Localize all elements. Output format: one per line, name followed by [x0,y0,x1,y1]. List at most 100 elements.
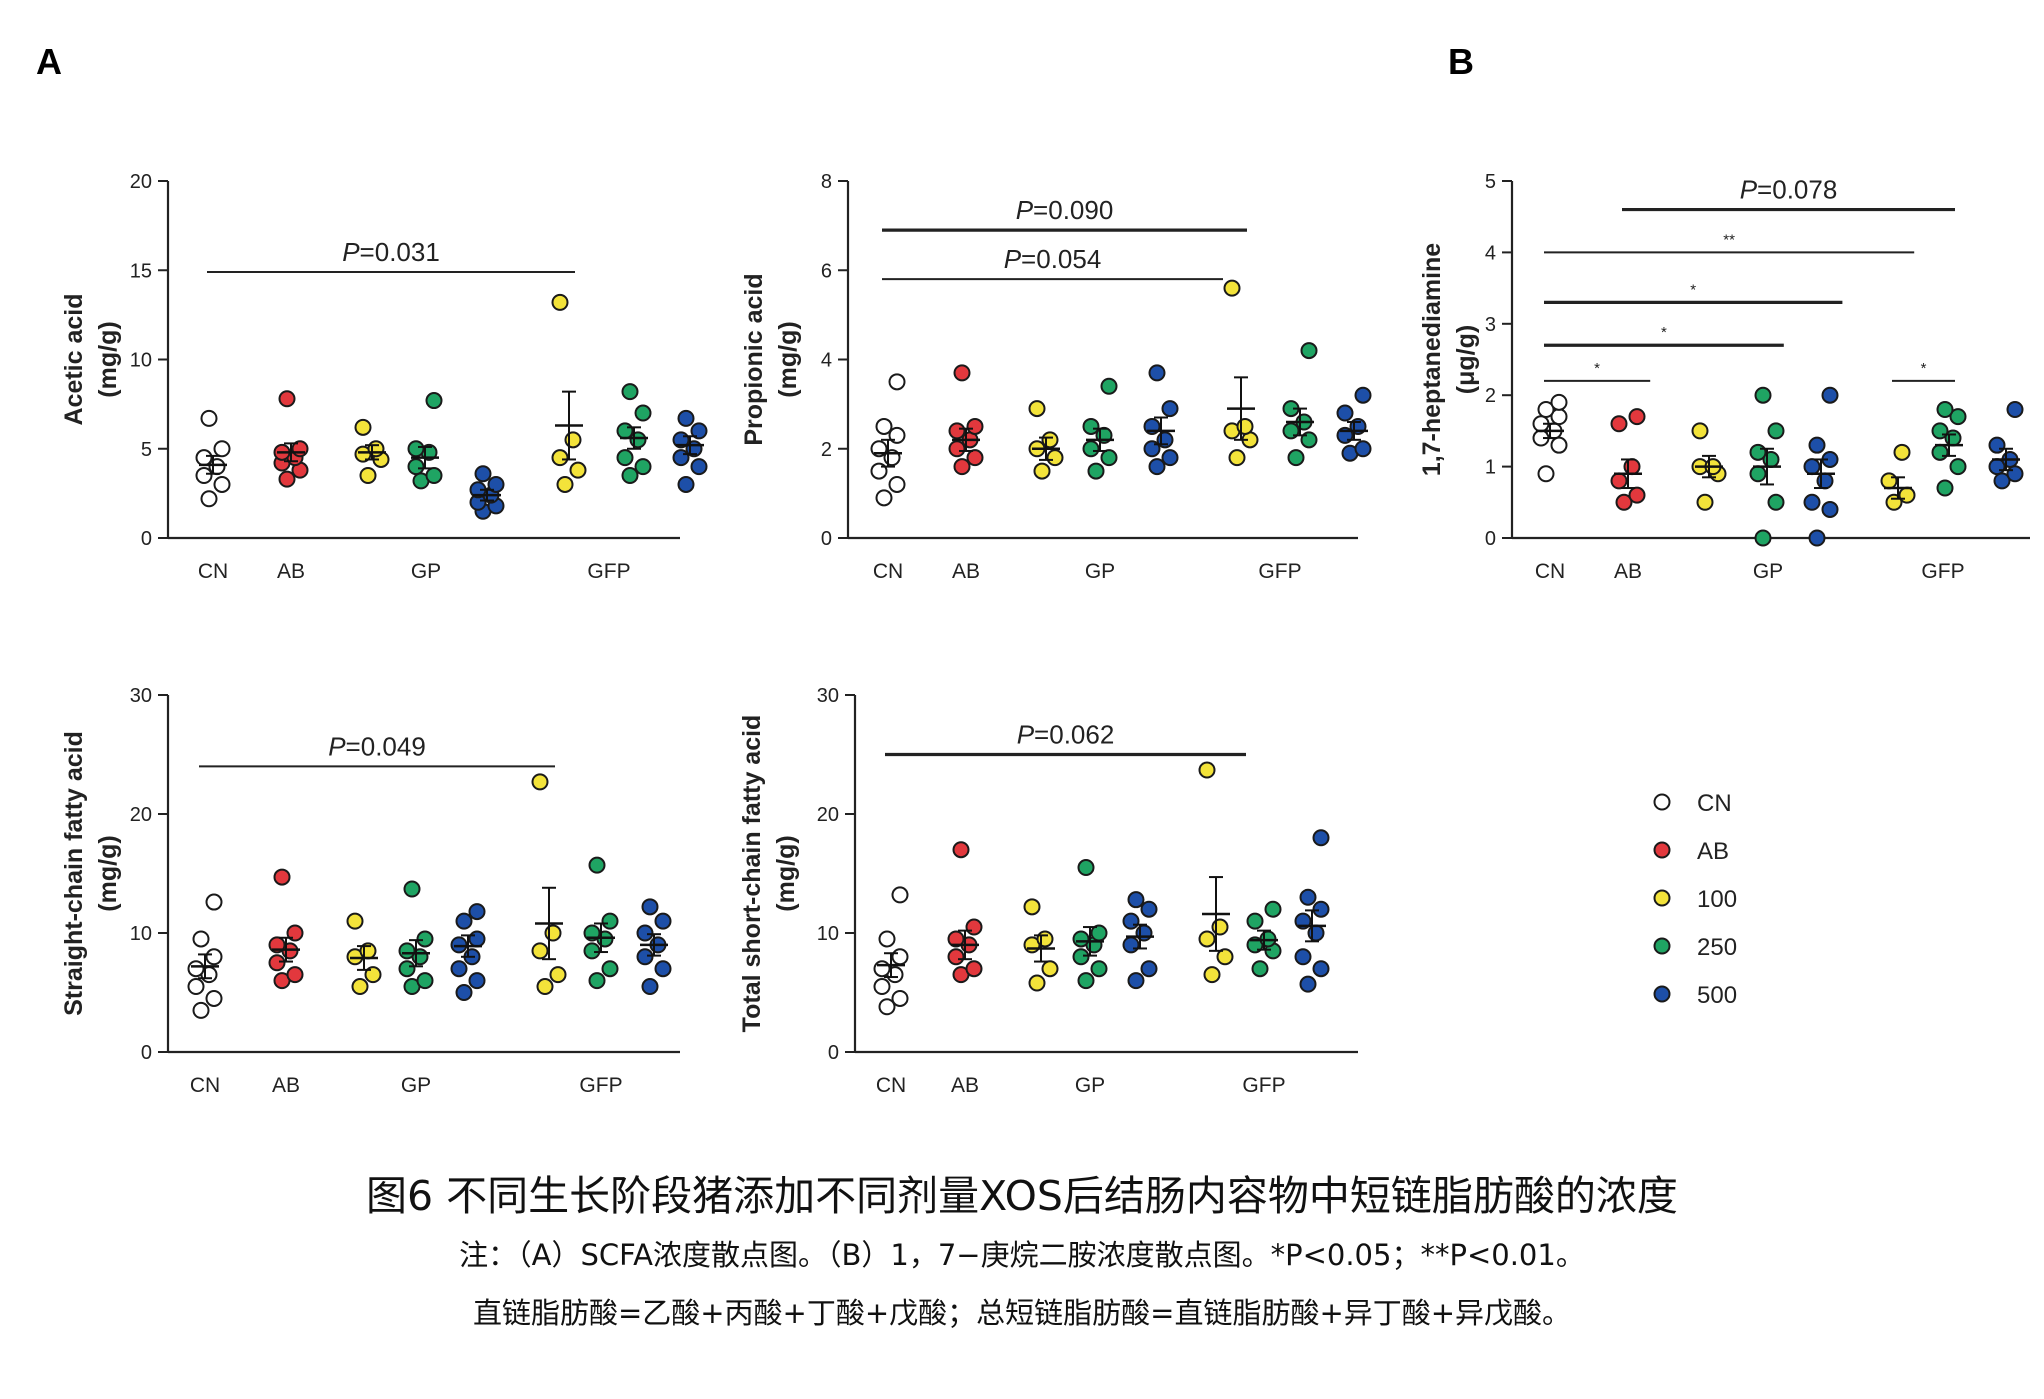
data-point [200,490,218,508]
data-point [551,293,569,311]
data-point [364,966,382,984]
data-point [621,383,639,401]
group-500 [469,465,505,520]
y-axis-label: 1,7-heptanediamine (μg/g) [1418,243,1480,476]
data-point [1300,342,1318,360]
data-point [878,930,896,948]
data-point [654,960,672,978]
category-label: CN [876,1074,906,1097]
data-point [1354,386,1372,404]
data-point [398,960,416,978]
legend-item-250: 250 [1653,934,1737,961]
group-500 [1803,386,1839,547]
group-500 [450,903,486,1001]
legend-marker [1653,937,1671,955]
data-point [1294,948,1312,966]
data-point [1610,415,1628,433]
legend-label: 250 [1697,934,1737,961]
group-250 [407,392,443,490]
category-label: CN [190,1074,220,1097]
y-axis-label-line: (mg/g) [94,835,122,911]
data-point [953,364,971,382]
category-label: GP [1085,560,1115,583]
group-250 [616,383,652,485]
data-point [966,449,984,467]
data-point [1100,377,1118,395]
data-point [878,998,896,1016]
data-point [1223,279,1241,297]
group-100 [1880,443,1916,511]
data-point [583,942,601,960]
y-tick-label: 2 [821,439,832,461]
data-point [407,440,425,458]
data-point [1228,449,1246,467]
y-tick-label: 20 [130,171,152,193]
data-point [891,948,909,966]
data-point [1077,859,1095,877]
data-point [354,418,372,436]
data-point [891,886,909,904]
significance-label: P=0.078 [1740,175,1838,205]
data-point [888,373,906,391]
chart-5: 0 10 20 30 Total short-chain fatty acid (mg/g… [738,685,1358,1097]
y-axis-label-line: Straight-chain fatty acid [60,731,88,1016]
y-tick-label: 5 [1485,171,1496,193]
data-point [192,930,210,948]
data-point [947,948,965,966]
group-250 [1246,900,1282,978]
data-point [468,972,486,990]
group-500 [1294,829,1330,993]
category-label: AB [1614,560,1642,583]
data-point [1808,436,1826,454]
data-point [641,898,659,916]
data-point [1127,972,1145,990]
data-point [1082,417,1100,435]
group-AB [273,390,309,488]
y-tick-label: 1 [1485,457,1496,479]
y-tick-label: 10 [817,923,839,945]
data-point [1936,400,1954,418]
data-point [450,960,468,978]
chart-1: 0 5 10 15 20 Acetic acid (mg/g) CN AB GP GFP P=0.03… [60,171,708,583]
data-point [1307,924,1325,942]
group-500 [1143,364,1179,476]
category-label: GFP [587,560,630,583]
data-point [873,978,891,996]
data-point [1550,393,1568,411]
data-point [425,467,443,485]
category-label: AB [952,560,980,583]
group-500 [1122,891,1158,990]
category-label: GFP [1921,560,1964,583]
data-point [588,856,606,874]
data-point [195,467,213,485]
data-point [1203,966,1221,984]
data-point [1354,440,1372,458]
panel-label-b: B [1448,41,1474,82]
group-100 [1223,279,1259,467]
data-point [351,978,369,996]
data-point [455,984,473,1001]
figure-caption-note-1: 注：（A）SCFA浓度散点图。（B）1，7−庚烷二胺浓度散点图。*P<0.05；… [459,1238,1585,1272]
category-label: GP [1753,560,1783,583]
data-point [278,390,296,408]
data-point [278,470,296,488]
data-point [1949,408,1967,426]
data-point [1767,422,1785,440]
data-point [531,773,549,791]
category-label: AB [277,560,305,583]
data-point [1749,465,1767,483]
legend: CN AB 100 250 500 [1653,790,1737,1009]
group-AB [268,868,304,990]
group-100 [1198,761,1234,984]
legend-marker [1653,793,1671,811]
data-point [891,989,909,1007]
data-point [187,978,205,996]
group-500 [672,409,708,493]
y-axis-label-line: (μg/g) [1452,325,1480,394]
data-point [205,893,223,911]
y-tick-label: 2 [1485,385,1496,407]
legend-label: AB [1697,838,1729,865]
data-point [1161,400,1179,418]
group-500 [1336,386,1372,462]
